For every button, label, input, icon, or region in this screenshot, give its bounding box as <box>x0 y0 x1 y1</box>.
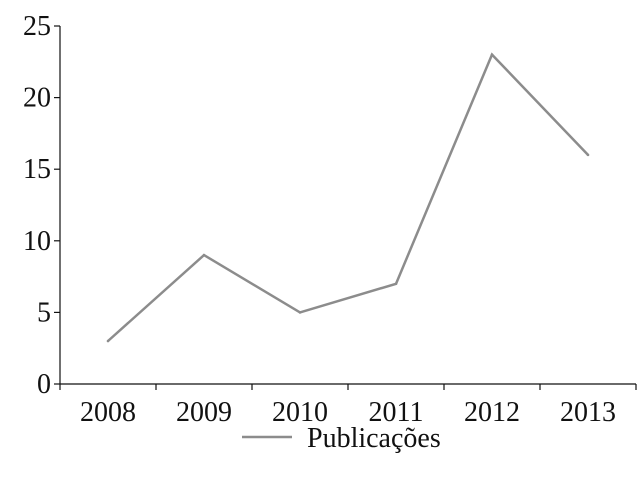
x-tick-label: 2013 <box>560 397 616 428</box>
data-point <box>490 53 494 56</box>
x-axis: 2008 2009 2010 2011 2012 2013 <box>59 383 637 428</box>
y-tick-label: 0 <box>37 369 51 400</box>
y-tick-label: 20 <box>23 83 51 114</box>
y-tick-label: 10 <box>23 226 51 257</box>
data-point <box>202 253 206 257</box>
x-tick-label: 2008 <box>80 397 136 428</box>
data-point <box>298 311 302 314</box>
legend: Publicações <box>242 423 441 454</box>
series-line-publicacoes <box>107 52 589 342</box>
y-tick-label: 5 <box>37 297 51 328</box>
data-point <box>586 153 590 157</box>
data-point <box>106 339 110 343</box>
x-tick-label: 2010 <box>272 397 328 428</box>
x-tick-label: 2011 <box>369 397 424 428</box>
y-axis: 0 5 10 15 20 25 <box>23 11 61 400</box>
y-tick-label: 25 <box>23 11 51 42</box>
series-layer <box>106 52 590 343</box>
legend-label-publicacoes: Publicações <box>307 423 441 454</box>
data-point <box>394 282 398 286</box>
y-tick-label: 15 <box>23 154 51 185</box>
x-tick-label: 2012 <box>464 397 520 428</box>
x-tick-label: 2009 <box>176 397 232 428</box>
